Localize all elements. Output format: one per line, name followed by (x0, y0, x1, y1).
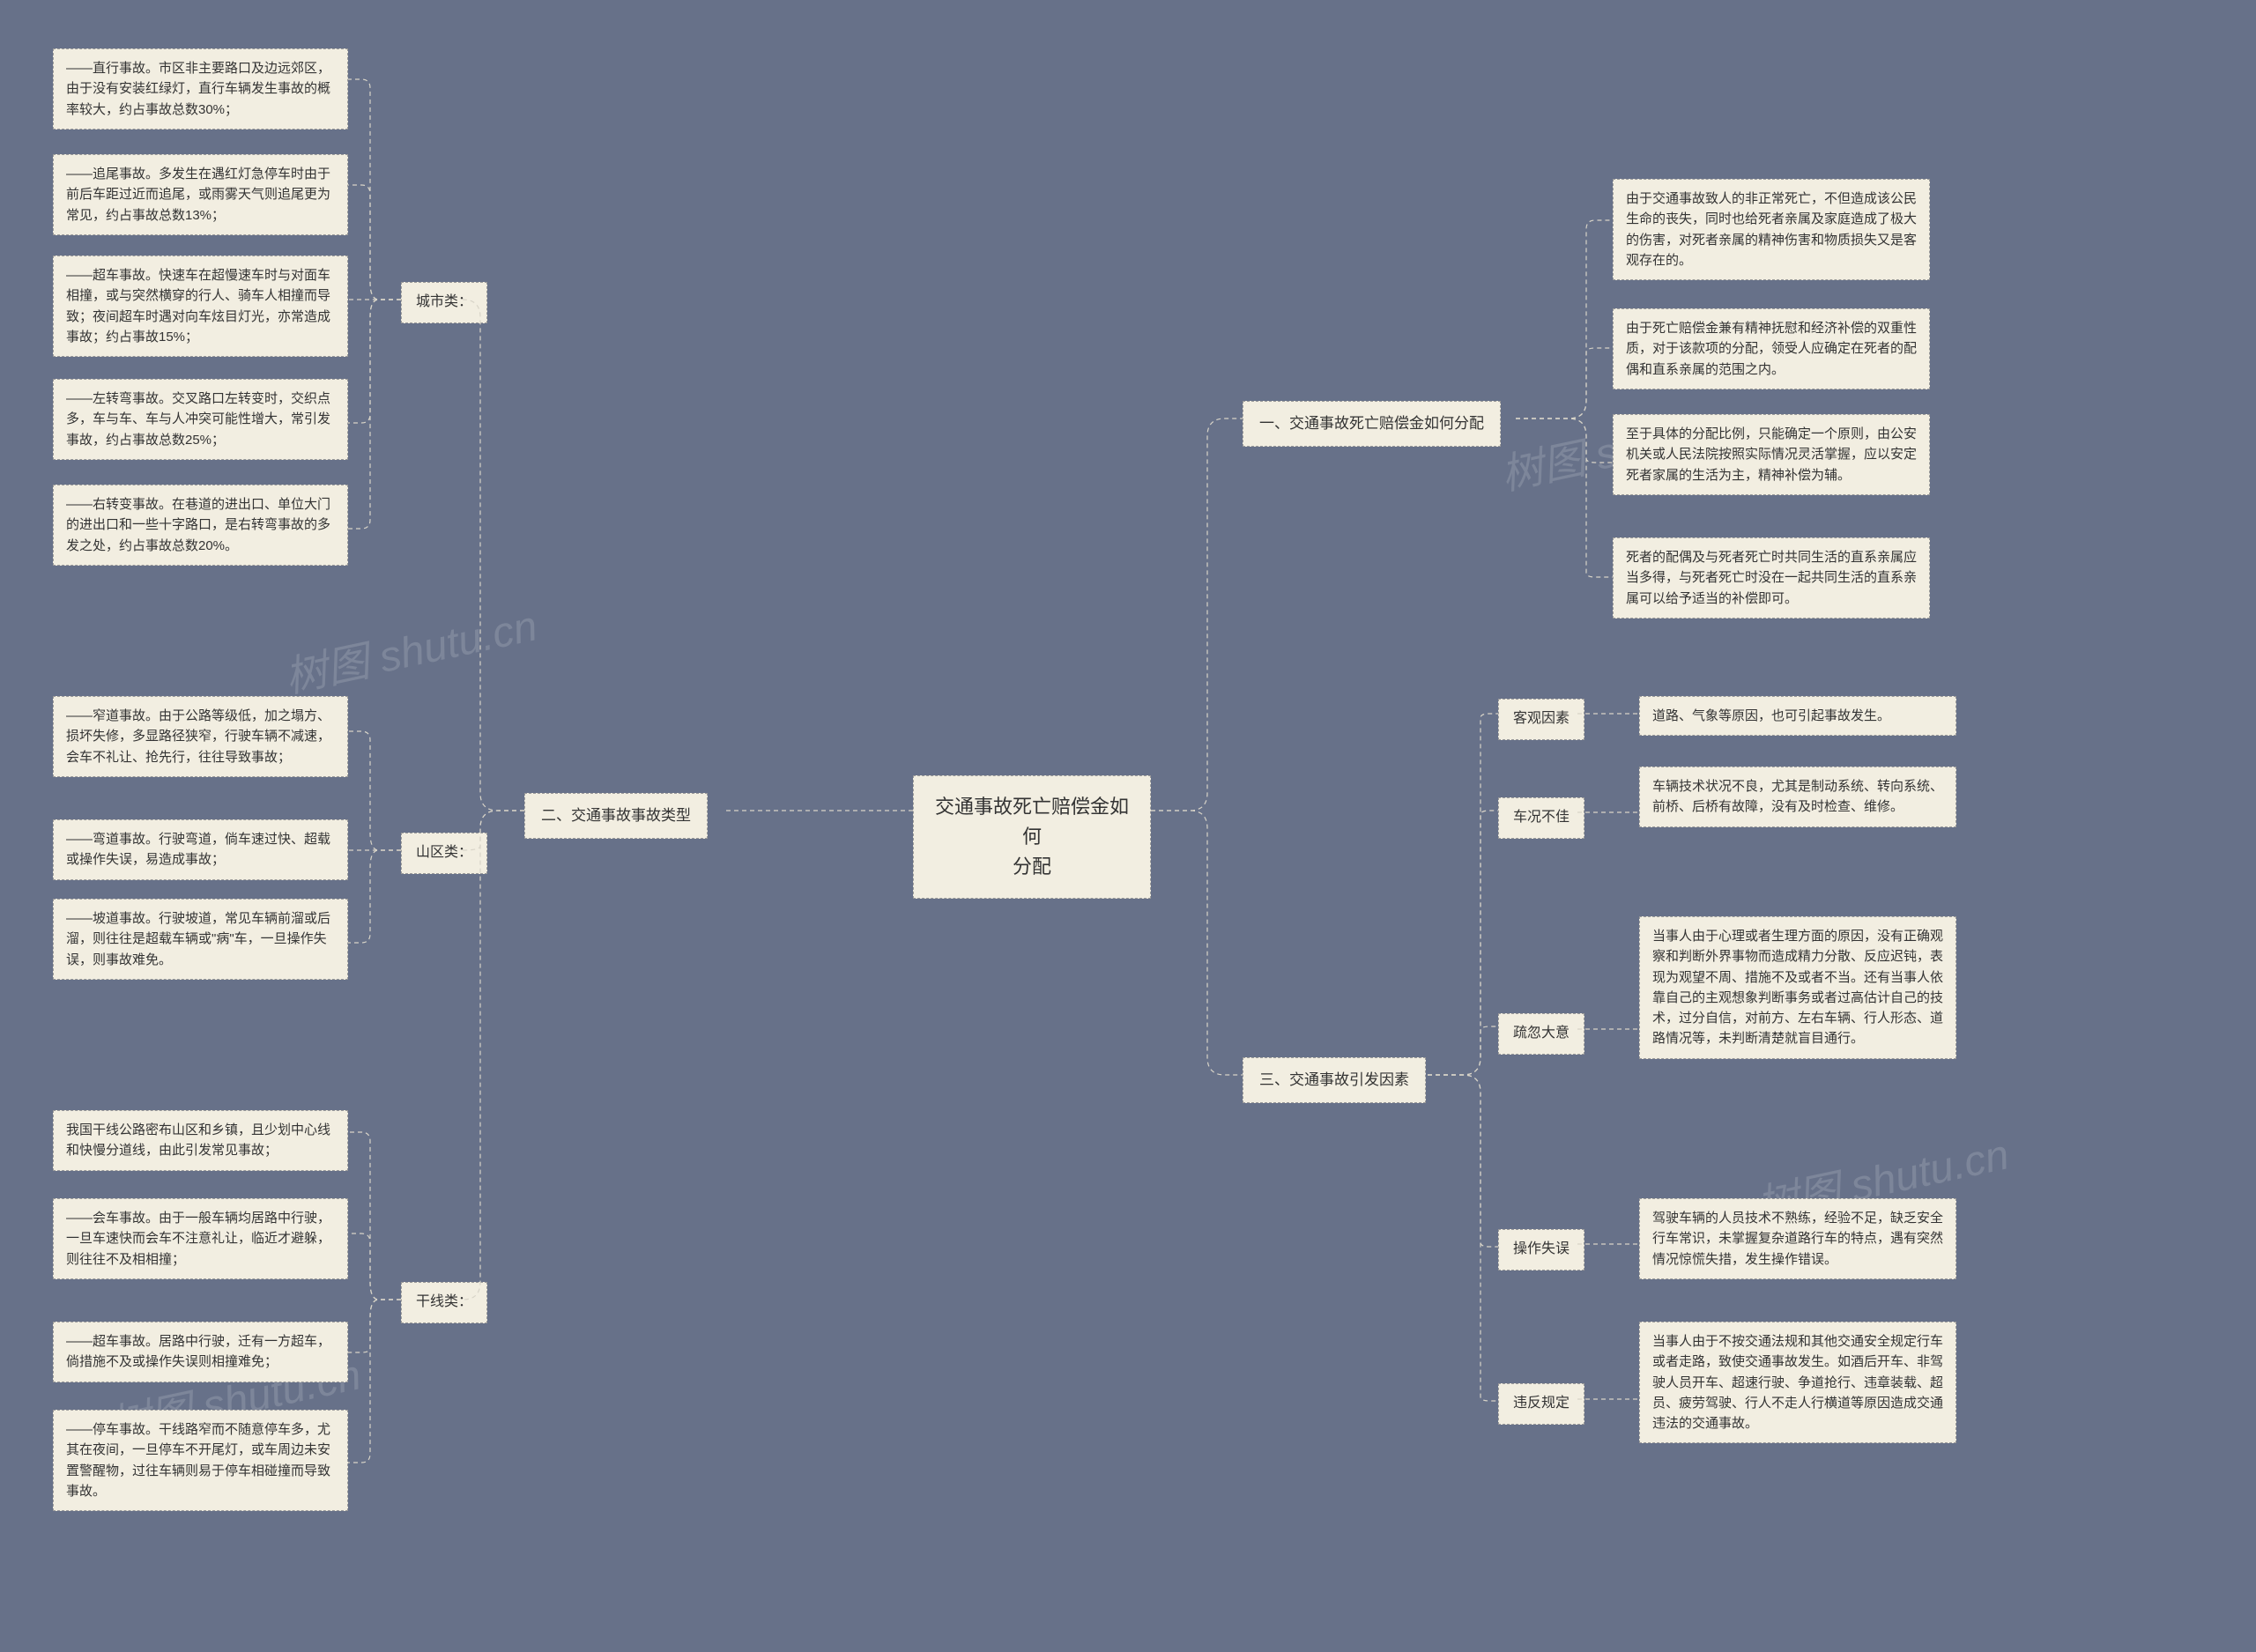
center-node: 交通事故死亡赔偿金如何 分配 (913, 775, 1151, 899)
leaf-mountain-1: ——窄道事故。由于公路等级低，加之塌方、损坏失修，多显路径狭窄，行驶车辆不减速，… (53, 696, 348, 777)
leaf-r1-4: 死者的配偶及与死者死亡时共同生活的直系亲属应当多得，与死者死亡时没在一起共同生活… (1613, 537, 1930, 619)
sub-mountain: 山区类： (401, 833, 487, 874)
sub-vehicle: 车况不佳 (1498, 797, 1584, 839)
sub-trunk: 干线类： (401, 1282, 487, 1323)
leaf-r1-1: 由于交通事故致人的非正常死亡，不但造成该公民生命的丧失，同时也给死者亲属及家庭造… (1613, 179, 1930, 280)
leaf-careless: 当事人由于心理或者生理方面的原因，没有正确观察和判断外界事物而造成精力分散、反应… (1639, 916, 1956, 1059)
leaf-r1-3: 至于具体的分配比例，只能确定一个原则，由公安机关或人民法院按照实际情况灵活掌握，… (1613, 414, 1930, 495)
leaf-city-2: ——追尾事故。多发生在遇红灯急停车时由于前后车距过近而追尾，或雨雾天气则追尾更为… (53, 154, 348, 235)
leaf-city-5: ——右转变事故。在巷道的进出口、单位大门的进出口和一些十字路口，是右转弯事故的多… (53, 485, 348, 566)
sub-careless: 疏忽大意 (1498, 1013, 1584, 1055)
watermark: 树图 shutu.cn (278, 591, 542, 705)
branch-right-3: 三、交通事故引发因素 (1243, 1057, 1426, 1103)
mindmap-canvas: 树图 shutu.cn 树图 shutu.cn 树图 shutu.cn 树图 s… (0, 0, 2256, 1652)
sub-city: 城市类： (401, 282, 487, 323)
leaf-mountain-3: ——坡道事故。行驶坡道，常见车辆前溜或后溜，则往往是超载车辆或"病"车，一旦操作… (53, 899, 348, 980)
sub-objective: 客观因素 (1498, 699, 1584, 740)
branch-left: 二、交通事故事故类型 (524, 793, 708, 839)
center-title-2: 分配 (931, 852, 1132, 882)
leaf-operation: 驾驶车辆的人员技术不熟练，经验不足，缺乏安全行车常识，未掌握复杂道路行车的特点，… (1639, 1198, 1956, 1279)
sub-violation: 违反规定 (1498, 1383, 1584, 1425)
leaf-city-1: ——直行事故。市区非主要路口及边远郊区，由于没有安装红绿灯，直行车辆发生事故的概… (53, 48, 348, 130)
branch-right-1: 一、交通事故死亡赔偿金如何分配 (1243, 401, 1501, 447)
leaf-trunk-2: ——会车事故。由于一般车辆均居路中行驶，一旦车速快而会车不注意礼让，临近才避躲，… (53, 1198, 348, 1279)
leaf-city-4: ——左转弯事故。交叉路口左转变时，交织点多，车与车、车与人冲突可能性增大，常引发… (53, 379, 348, 460)
leaf-vehicle: 车辆技术状况不良，尤其是制动系统、转向系统、前桥、后桥有故障，没有及时检查、维修… (1639, 767, 1956, 827)
leaf-violation: 当事人由于不按交通法规和其他交通安全规定行车或者走路，致使交通事故发生。如酒后开… (1639, 1322, 1956, 1443)
sub-operation: 操作失误 (1498, 1229, 1584, 1270)
leaf-trunk-3: ——超车事故。居路中行驶，迁有一方超车，倘措施不及或操作失误则相撞难免； (53, 1322, 348, 1382)
leaf-trunk-1: 我国干线公路密布山区和乡镇，且少划中心线和快慢分道线，由此引发常见事故； (53, 1110, 348, 1171)
leaf-objective: 道路、气象等原因，也可引起事故发生。 (1639, 696, 1956, 736)
leaf-r1-2: 由于死亡赔偿金兼有精神抚慰和经济补偿的双重性质，对于该款项的分配，领受人应确定在… (1613, 308, 1930, 389)
leaf-city-3: ——超车事故。快速车在超慢速车时与对面车相撞，或与突然横穿的行人、骑车人相撞而导… (53, 256, 348, 357)
leaf-mountain-2: ——弯道事故。行驶弯道，倘车速过快、超载或操作失误，易造成事故； (53, 819, 348, 880)
leaf-trunk-4: ——停车事故。干线路窄而不随意停车多，尤其在夜间，一旦停车不开尾灯，或车周边未安… (53, 1410, 348, 1511)
center-title-1: 交通事故死亡赔偿金如何 (931, 792, 1132, 852)
